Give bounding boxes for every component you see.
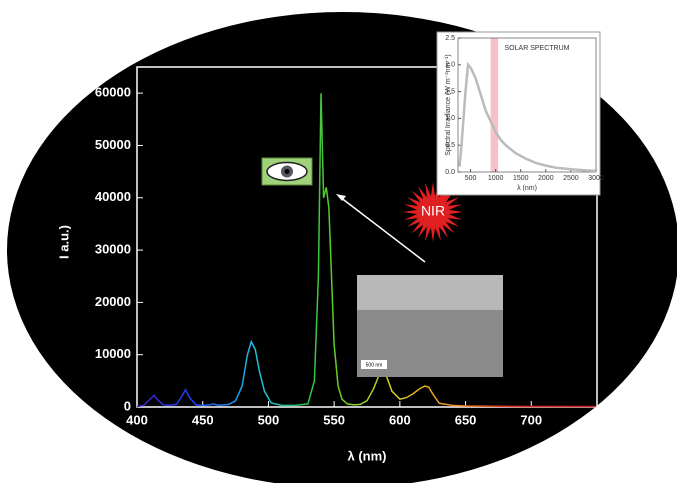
arrow [339, 196, 426, 263]
x-tick-label: 2500 [563, 175, 579, 182]
y-tick-label: 0 [124, 398, 131, 413]
y-tick-label: 1.0 [445, 115, 455, 122]
sem-image: 500 nm [357, 275, 503, 377]
eye-icon [261, 157, 313, 186]
x-tick-label: 1500 [513, 175, 529, 182]
y-tick-label: 20000 [95, 294, 131, 309]
highlight-band [490, 38, 499, 172]
nir-label: NIR [421, 203, 445, 219]
x-tick-label: 3000 [588, 175, 604, 182]
y-tick-label: 0.0 [445, 169, 455, 176]
y-axis-label: I a.u.) [56, 225, 71, 259]
y-tick-label: 10000 [95, 346, 131, 361]
x-axis-label: λ (nm) [517, 185, 537, 192]
x-tick-label: 2000 [538, 175, 554, 182]
y-tick-label: 50000 [95, 137, 131, 152]
y-tick-label: 30000 [95, 242, 131, 257]
x-tick-label: 500 [465, 175, 477, 182]
burst-shape [403, 182, 463, 242]
x-tick-label: 500 [258, 412, 280, 427]
y-tick-label: 2.5 [445, 35, 455, 42]
plot-frame [457, 37, 597, 173]
plot-frame [136, 66, 598, 408]
inset-chart: 500 1000 1500 2000 2500 3000 0.0 0.5 1.0 1.5 2.0 2.… [445, 35, 604, 192]
inset-title: SOLAR SPECTRUM [505, 45, 570, 52]
y-tick-label: 40000 [95, 189, 131, 204]
x-tick-label: 1000 [488, 175, 504, 182]
series-line [136, 93, 597, 408]
x-tick-label: 650 [455, 412, 477, 427]
x-tick-label: 600 [389, 412, 411, 427]
x-tick-label: 700 [520, 412, 542, 427]
y-tick-label: 2.0 [445, 62, 455, 69]
x-axis-label: λ (nm) [348, 448, 387, 463]
y-axis-label: Spectral Irradiance (W m⁻²nm⁻¹) [445, 54, 452, 156]
x-tick-label: 400 [126, 412, 148, 427]
y-tick-label: 1.5 [445, 88, 455, 95]
y-tick-label: 60000 [95, 85, 131, 100]
series-line [458, 61, 597, 173]
scale-label: 500 nm [366, 362, 383, 368]
arrowhead [336, 194, 346, 201]
nir-burst [403, 182, 463, 242]
y-tick-label: 0.5 [445, 142, 455, 149]
x-tick-label: 450 [192, 412, 214, 427]
x-tick-label: 550 [323, 412, 345, 427]
x-tick-label: 750 [586, 412, 608, 427]
